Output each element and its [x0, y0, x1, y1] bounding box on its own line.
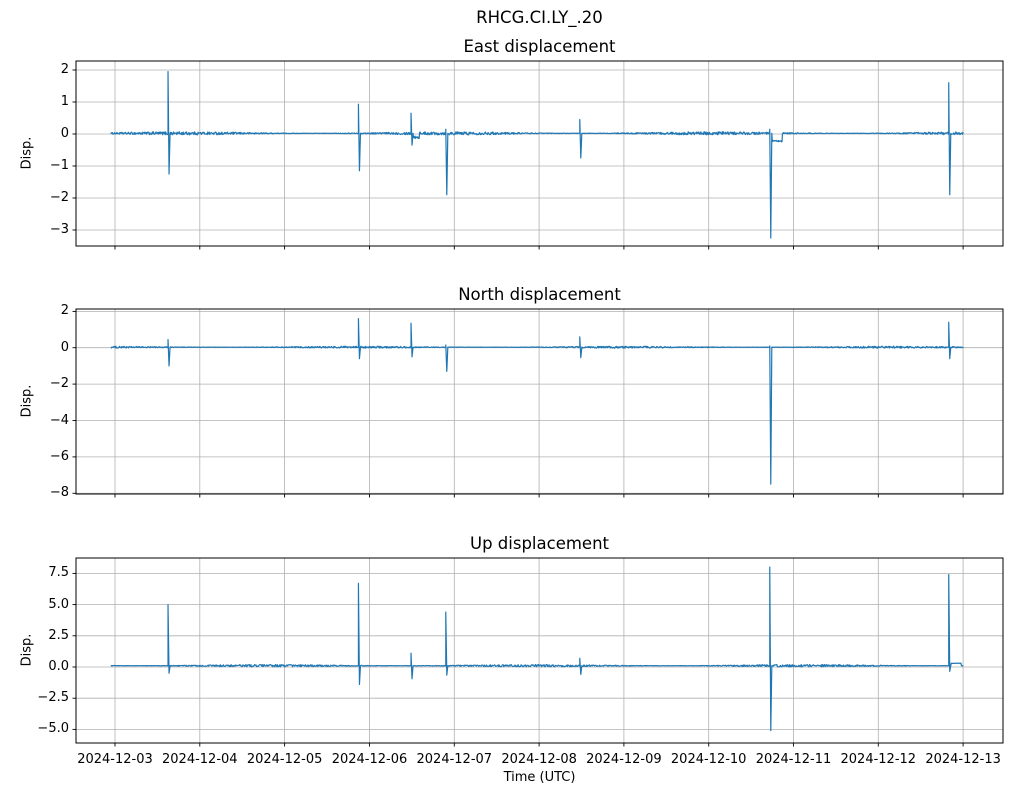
y-tick-label: −2.5: [37, 690, 69, 706]
plot-area-north: [72, 308, 1004, 498]
x-tick-label: 2024-12-07: [416, 752, 493, 767]
y-tick-label: 2: [60, 62, 69, 77]
y-tick-label: −8: [49, 485, 69, 501]
y-tick-label: 2.5: [48, 627, 69, 643]
subplot-up: Disp. 7.5 5.0 2.5 0.0 −2.5 −5.0: [0, 557, 1012, 747]
x-tick-label: 2024-12-10: [670, 752, 747, 767]
y-tick-label: 1: [60, 94, 69, 109]
subplot-north: Disp. 2 0 −2 −4 −6 −8: [0, 303, 1012, 500]
y-tick-label: 7.5: [48, 565, 69, 581]
x-tick-label: 2024-12-09: [586, 752, 662, 767]
y-tick-label: 5.0: [48, 596, 69, 612]
y-tick-label: −6: [49, 448, 69, 464]
plot-area-up: [72, 557, 1004, 747]
x-tick-label: 2024-12-04: [162, 752, 238, 767]
y-tick-label: 0: [60, 339, 69, 355]
line-plot: [72, 308, 1004, 498]
x-tick-label: 2024-12-12: [840, 752, 917, 767]
y-tick-label: 0.0: [48, 659, 69, 674]
subplot-title-up: Up displacement: [470, 534, 609, 553]
figure-title: RHCG.CI.LY_.20: [476, 8, 603, 27]
x-tick-label: 2024-12-08: [501, 752, 577, 767]
subplot-east: Disp. 2 1 0 −1 −2 −3: [0, 60, 1012, 250]
y-tick-label: 0: [60, 126, 69, 141]
subplot-title-east: East displacement: [463, 37, 616, 56]
y-tick-label: −5.0: [37, 721, 69, 737]
y-tick-label: −2: [49, 376, 69, 392]
x-tick-label: 2024-12-13: [925, 752, 1001, 767]
x-tick-label: 2024-12-03: [77, 752, 153, 767]
y-tick-label: 2: [60, 303, 69, 319]
line-plot: [72, 60, 1004, 250]
x-tick-label: 2024-12-05: [246, 752, 323, 767]
y-tick-label: −4: [49, 412, 69, 428]
y-tick-label: −1: [49, 158, 69, 173]
plot-area-east: [72, 60, 1004, 250]
x-axis-label: Time (UTC): [503, 770, 576, 785]
line-plot: [72, 557, 1004, 747]
y-tick-label: −2: [49, 190, 69, 205]
x-tick-label: 2024-12-11: [755, 752, 832, 767]
subplot-title-north: North displacement: [458, 285, 621, 304]
x-tick-label: 2024-12-06: [331, 752, 408, 767]
y-tick-label: −3: [49, 222, 69, 237]
